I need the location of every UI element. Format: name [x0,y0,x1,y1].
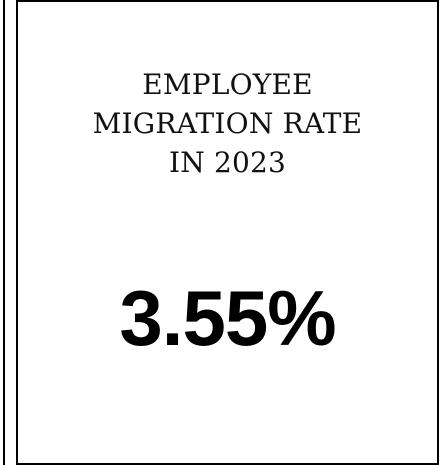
kpi-value: 3.55% [119,274,336,362]
kpi-title: EMPLOYEE MIGRATION RATE IN 2023 [18,65,437,182]
kpi-card: EMPLOYEE MIGRATION RATE IN 2023 3.55% [16,0,439,465]
adjacent-panel-edge [0,0,5,465]
kpi-title-line-3: IN 2023 [168,146,287,179]
kpi-title-line-2: MIGRATION RATE [92,107,363,140]
kpi-title-line-1: EMPLOYEE [142,68,313,101]
